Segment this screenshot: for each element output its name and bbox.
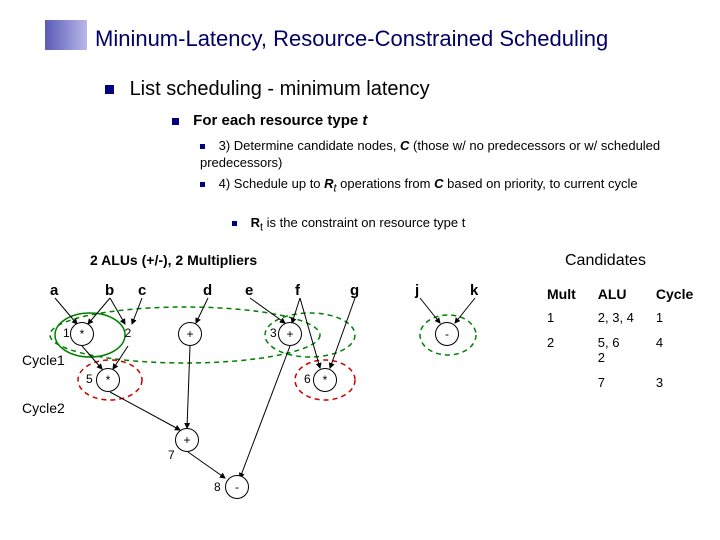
th-alu: ALU: [588, 284, 644, 304]
heading-text: List scheduling - minimum latency: [130, 78, 430, 100]
num-7: 7: [168, 448, 175, 462]
num-6: 6: [304, 372, 311, 386]
bullet-icon: [172, 118, 179, 125]
bullet-3: 3) Determine candidate nodes, C (those w…: [200, 138, 690, 172]
node-8: -: [225, 475, 249, 499]
bullet-5: Rt is the constraint on resource type t: [232, 215, 690, 234]
title-accent-bar: [45, 20, 87, 50]
table-row: 1 2, 3, 4 1: [537, 306, 703, 329]
node-1: *: [70, 322, 94, 346]
node-plus: +: [178, 322, 202, 346]
num-8: 8: [214, 480, 221, 494]
node-5: *: [96, 368, 120, 392]
num-3: 3: [270, 326, 277, 340]
resources-label: 2 ALUs (+/-), 2 Multipliers: [90, 252, 257, 268]
th-mult: Mult: [537, 284, 586, 304]
num-5: 5: [86, 372, 93, 386]
bullet-icon: [200, 144, 205, 149]
cycle1-label: Cycle1: [22, 352, 65, 368]
sub-heading: For each resource type t: [172, 112, 367, 129]
node-7: +: [175, 428, 199, 452]
node-plus-4: +: [278, 322, 302, 346]
num-1: 1: [63, 326, 70, 340]
candidates-label: Candidates: [565, 252, 646, 270]
cycle2-label: Cycle2: [22, 400, 65, 416]
table-row: 2 5, 6 2 4: [537, 331, 703, 369]
candidates-table: Mult ALU Cycle 1 2, 3, 4 1 2 5, 6 2 4 7 …: [535, 282, 705, 396]
node-6: *: [313, 368, 337, 392]
bullet-icon: [200, 182, 205, 187]
node-2: 2: [116, 322, 140, 346]
bullet-4: 4) Schedule up to Rt operations from C b…: [200, 176, 690, 196]
node-minus: -: [435, 322, 459, 346]
bullet-icon: [232, 221, 237, 226]
sub-text: For each resource type: [193, 112, 358, 129]
table-row: 7 3: [537, 371, 703, 394]
main-heading: List scheduling - minimum latency: [105, 78, 430, 101]
slide-title: Mininum-Latency, Resource-Constrained Sc…: [95, 26, 608, 52]
bullet-icon: [105, 85, 114, 94]
sub-var: t: [362, 112, 367, 129]
th-cycle: Cycle: [646, 284, 703, 304]
